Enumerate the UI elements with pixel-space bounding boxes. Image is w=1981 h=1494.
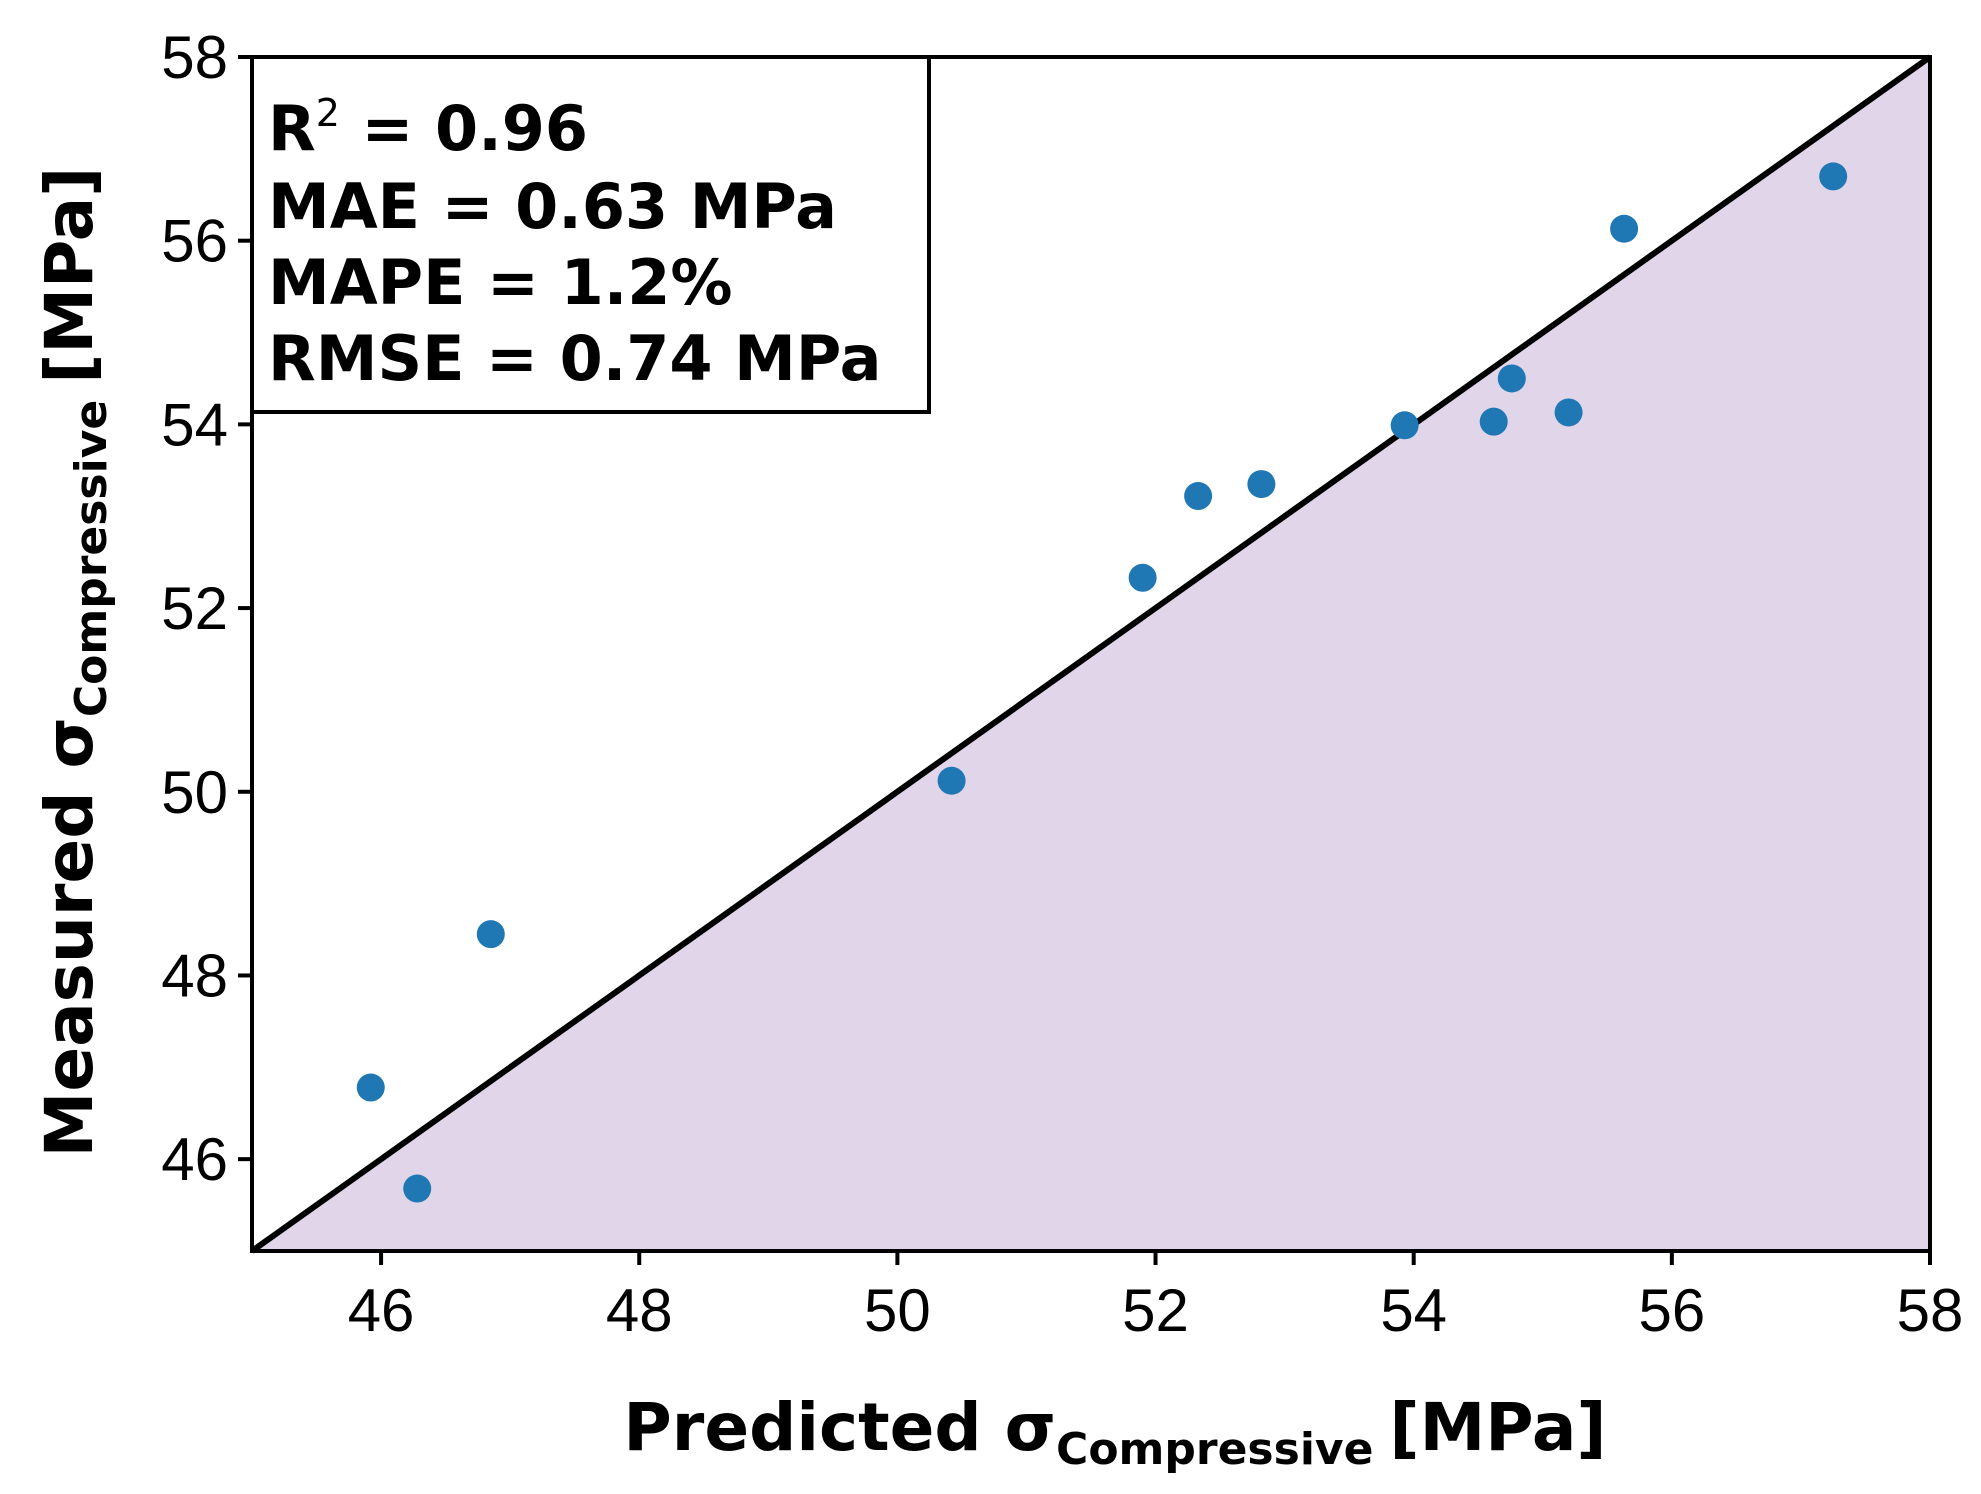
- y-tick-label: 48: [161, 942, 228, 1009]
- stats-mae: MAE = 0.63 MPa: [268, 170, 837, 243]
- data-point: [1247, 470, 1276, 499]
- x-axis-label: Predicted σCompressive [MPa]: [623, 1389, 1606, 1475]
- x-tick-label: 56: [1638, 1277, 1705, 1344]
- x-tick-label: 46: [348, 1277, 415, 1344]
- y-tick-label: 58: [161, 24, 228, 91]
- data-point: [1610, 214, 1639, 243]
- data-point: [1184, 482, 1213, 511]
- y-tick-label: 46: [161, 1126, 228, 1193]
- stats-rmse: RMSE = 0.74 MPa: [268, 322, 881, 395]
- stats-mape: MAPE = 1.2%: [268, 246, 733, 319]
- y-tick-label: 54: [161, 391, 228, 458]
- y-axis-label-subscript: Compressive: [66, 400, 117, 717]
- data-point: [937, 766, 966, 795]
- stats-r2-prefix: R: [268, 92, 316, 165]
- plot-frame: [250, 55, 1932, 1253]
- data-point: [1554, 398, 1583, 427]
- identity-line: [250, 54, 1932, 1254]
- x-axis-label-main: Predicted σ: [623, 1389, 1056, 1466]
- data-point: [1128, 563, 1157, 592]
- x-axis-label-subscript: Compressive: [1056, 1424, 1373, 1475]
- stats-r2-sup: 2: [316, 91, 340, 135]
- data-point: [1479, 407, 1508, 436]
- stats-box: R2 = 0.96 MAE = 0.63 MPa MAPE = 1.2% RMS…: [250, 55, 931, 414]
- stats-r2-value: = 0.96: [340, 92, 588, 165]
- stats-box-border: [250, 55, 931, 414]
- x-tick-label: 58: [1897, 1277, 1964, 1344]
- y-tick-label: 56: [161, 208, 228, 275]
- stats-r2: R2 = 0.96: [268, 91, 588, 165]
- y-tick-label: 52: [161, 575, 228, 642]
- y-tick-label: 50: [161, 759, 228, 826]
- x-tick-label: 52: [1122, 1277, 1189, 1344]
- data-point: [403, 1174, 432, 1203]
- data-point: [1819, 162, 1848, 191]
- y-axis-label: Measured σCompressive [MPa]: [31, 167, 117, 1158]
- y-axis-label-main: Measured σ: [31, 717, 108, 1157]
- y-axis-label-unit: [MPa]: [31, 167, 108, 384]
- x-tick-label: 48: [606, 1277, 673, 1344]
- data-point: [1497, 364, 1526, 393]
- x-axis-label-unit: [MPa]: [1389, 1389, 1606, 1466]
- data-point: [476, 920, 505, 949]
- y-axis-ticks: 46 48 50 52 54 56 58: [161, 24, 252, 1193]
- data-points: [356, 162, 1848, 1203]
- data-point: [356, 1073, 385, 1102]
- data-point: [1390, 411, 1419, 440]
- x-axis-ticks: 46 48 50 52 54 56 58: [348, 1251, 1964, 1344]
- x-tick-label: 54: [1380, 1277, 1447, 1344]
- x-tick-label: 50: [864, 1277, 931, 1344]
